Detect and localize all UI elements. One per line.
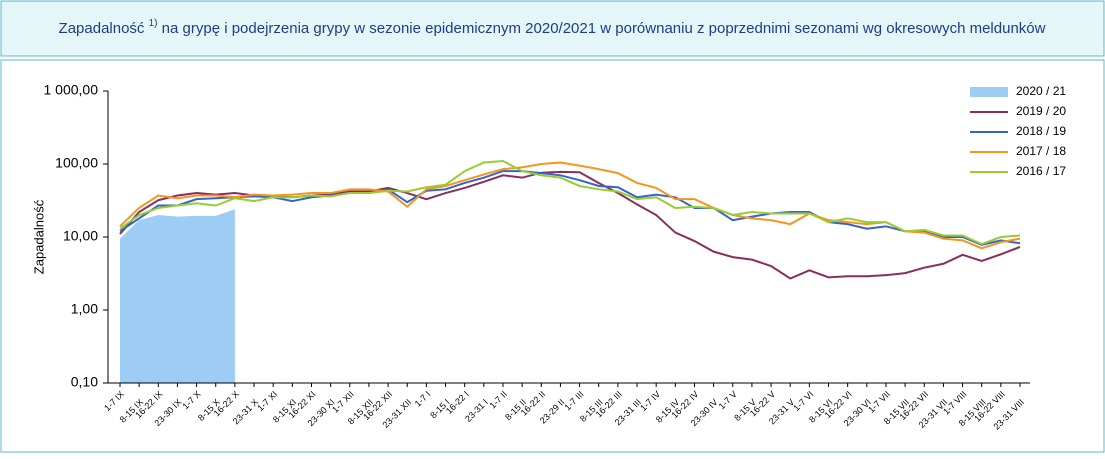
- legend-label: 2019 / 20: [1016, 104, 1066, 118]
- y-tick-label: 1 000,00: [44, 82, 99, 98]
- legend-label: 2020 / 21: [1016, 84, 1066, 98]
- y-tick-label: 1,00: [71, 301, 98, 317]
- area: [120, 209, 235, 383]
- title-text: na grypę i podejrzenia grypy w sezonie e…: [158, 20, 1046, 37]
- chart-title: Zapadalność 1) na grypę i podejrzenia gr…: [59, 18, 1046, 37]
- legend-label: 2017 / 18: [1016, 144, 1066, 158]
- legend-label: 2018 / 19: [1016, 124, 1066, 138]
- line: [119, 161, 1021, 250]
- legend-label: 2016 / 17: [1016, 164, 1066, 178]
- legend-swatch: [970, 87, 1008, 97]
- title-box: [0, 0, 1105, 57]
- y-axis-label: Zapadalność: [31, 199, 46, 274]
- y-tick-label: 0,10: [71, 374, 98, 390]
- title-text: Zapadalność: [59, 20, 149, 37]
- y-tick-label: 100,00: [55, 155, 98, 171]
- y-tick-label: 10,00: [63, 228, 98, 244]
- line: [119, 159, 1021, 246]
- title-note: 1): [149, 18, 158, 29]
